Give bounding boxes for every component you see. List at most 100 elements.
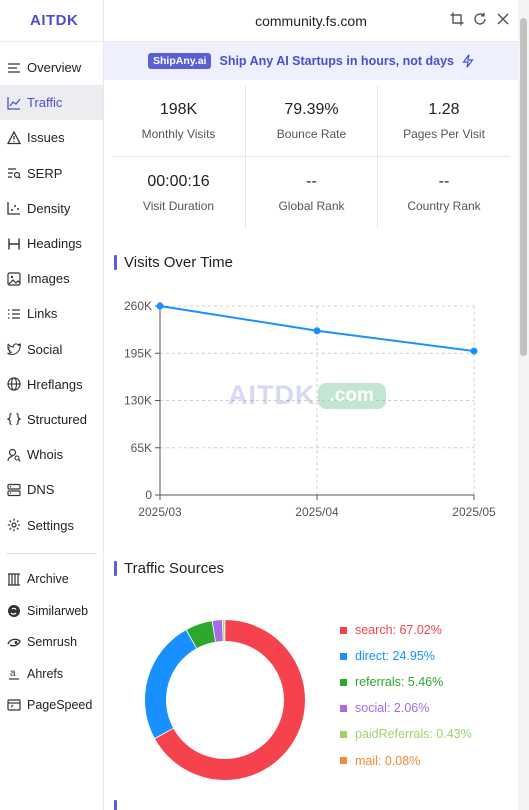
stat-country-rank: -- Country Rank xyxy=(378,157,510,228)
semrush-icon xyxy=(7,635,21,649)
x-tick-label: 2025/05 xyxy=(452,505,496,519)
sidebar-item-serp[interactable]: SERP xyxy=(0,156,103,191)
promo-banner[interactable]: ShipAny.ai Ship Any AI Startups in hours… xyxy=(104,42,518,80)
serp-icon xyxy=(7,166,21,180)
sidebar-item-archive[interactable]: Archive xyxy=(0,564,103,596)
sources-legend: search: 67.02% direct: 24.95% referrals: 5… xyxy=(340,617,472,774)
sidebar-item-label: Overview xyxy=(27,60,82,76)
stat-visit-duration: 00:00:16 Visit Duration xyxy=(112,157,246,228)
sidebar-divider xyxy=(6,552,97,554)
scrollbar[interactable] xyxy=(518,0,529,810)
promo-pill: ShipAny.ai xyxy=(148,53,212,69)
stat-label: Country Rank xyxy=(407,198,481,213)
slice-social[interactable] xyxy=(212,620,223,642)
sidebar-item-images[interactable]: Images xyxy=(0,261,103,296)
y-tick-label: 195K xyxy=(124,346,152,360)
data-point xyxy=(470,347,478,355)
close-icon[interactable] xyxy=(496,12,510,26)
traffic-sources-donut xyxy=(145,620,305,780)
similarweb-icon xyxy=(7,604,21,618)
legend-item-search[interactable]: search: 67.02% xyxy=(340,617,472,643)
legend-item-social[interactable]: social: 2.06% xyxy=(340,695,472,721)
legend-swatch xyxy=(340,730,347,738)
slice-referrals[interactable] xyxy=(186,621,216,649)
stat-value: 1.28 xyxy=(428,101,460,118)
y-tick-label: 65K xyxy=(131,441,152,455)
legend-swatch xyxy=(340,652,347,660)
twitter-icon xyxy=(7,342,21,356)
sources-section-title: Traffic Sources xyxy=(114,560,224,577)
sidebar-item-label: Settings xyxy=(27,517,74,533)
stat-value: -- xyxy=(438,172,450,190)
sidebar-nav: Overview Traffic Issues SERP Density Headings… xyxy=(0,42,103,721)
sidebar-item-density[interactable]: Density xyxy=(0,191,103,226)
page-title: community.fs.com xyxy=(255,12,367,29)
y-tick-label: 260K xyxy=(124,299,152,313)
sidebar-item-whois[interactable]: Whois xyxy=(0,437,103,472)
next-section-title xyxy=(114,800,124,810)
stat-value: 00:00:16 xyxy=(147,172,210,190)
sidebar-item-social[interactable]: Social xyxy=(0,332,103,367)
sidebar-item-label: Semrush xyxy=(27,635,78,650)
sidebar-item-settings[interactable]: Settings xyxy=(0,507,103,542)
stat-value: -- xyxy=(306,172,317,190)
user-search-icon xyxy=(7,448,21,462)
lightning-icon xyxy=(462,54,474,68)
sidebar-item-label: Links xyxy=(27,306,58,322)
sidebar-item-issues[interactable]: Issues xyxy=(0,120,103,155)
sidebar-item-ahrefs[interactable]: a Ahrefs xyxy=(0,658,103,690)
legend-item-paidreferrals[interactable]: paidReferrals: 0.43% xyxy=(340,721,472,747)
links-icon xyxy=(7,307,21,321)
scrollbar-thumb[interactable] xyxy=(520,18,527,356)
x-tick-label: 2025/04 xyxy=(295,505,339,519)
sidebar-item-label: Headings xyxy=(27,236,82,252)
legend-item-mail[interactable]: mail: 0.08% xyxy=(340,747,472,773)
trend-icon xyxy=(7,96,21,110)
watermark: AITDK .com xyxy=(228,380,386,411)
legend-label: referrals: 5.46% xyxy=(355,675,444,690)
stats-grid: 198K Monthly Visits 79.39% Bounce Rate 1.28 P… xyxy=(112,86,510,228)
legend-label: social: 2.06% xyxy=(355,701,430,716)
legend-label: direct: 24.95% xyxy=(355,649,435,664)
data-point xyxy=(156,302,164,310)
sidebar-item-hreflangs[interactable]: Hreflangs xyxy=(0,367,103,402)
sidebar-item-similarweb[interactable]: Similarweb xyxy=(0,595,103,627)
sidebar-item-links[interactable]: Links xyxy=(0,296,103,331)
slice-direct[interactable] xyxy=(145,630,197,739)
sidebar-item-label: Social xyxy=(27,341,63,357)
crop-icon[interactable] xyxy=(450,12,464,26)
slice-paidreferrals[interactable] xyxy=(222,620,225,642)
sidebar-item-headings[interactable]: Headings xyxy=(0,226,103,261)
archive-icon xyxy=(7,572,21,586)
sidebar-item-structured[interactable]: Structured xyxy=(0,402,103,437)
sidebar-item-traffic[interactable]: Traffic xyxy=(0,85,103,121)
stat-value: 198K xyxy=(159,101,198,118)
y-tick-label: 0 xyxy=(145,488,152,502)
stat-pages-per-visit: 1.28 Pages Per Visit xyxy=(378,86,510,157)
stat-label: Monthly Visits xyxy=(141,127,216,141)
legend-label: mail: 0.08% xyxy=(355,753,421,768)
sidebar-item-semrush[interactable]: Semrush xyxy=(0,627,103,659)
gear-icon xyxy=(7,518,21,532)
sidebar-item-dns[interactable]: DNS xyxy=(0,472,103,507)
legend-swatch xyxy=(340,704,347,712)
y-tick-label: 130K xyxy=(124,394,152,408)
sidebar-item-label: Similarweb xyxy=(27,603,89,618)
legend-swatch xyxy=(340,626,347,634)
sidebar-item-label: Hreflangs xyxy=(27,376,83,392)
sidebar-item-pagespeed[interactable]: PageSpeed xyxy=(0,690,103,722)
stat-bounce-rate: 79.39% Bounce Rate xyxy=(246,86,378,157)
legend-item-referrals[interactable]: referrals: 5.46% xyxy=(340,669,472,695)
legend-swatch xyxy=(340,678,347,686)
refresh-icon[interactable] xyxy=(473,12,487,26)
header: community.fs.com xyxy=(104,0,518,42)
brand-logo[interactable]: AITDK xyxy=(0,0,103,42)
sidebar-item-label: Structured xyxy=(27,411,87,427)
sidebar-item-overview[interactable]: Overview xyxy=(0,50,103,85)
sidebar-item-label: Archive xyxy=(27,572,69,587)
stat-label: Bounce Rate xyxy=(276,127,347,141)
legend-item-direct[interactable]: direct: 24.95% xyxy=(340,643,472,669)
image-icon xyxy=(7,272,21,286)
stat-monthly-visits: 198K Monthly Visits xyxy=(112,86,246,157)
svg-text:a: a xyxy=(10,668,16,679)
